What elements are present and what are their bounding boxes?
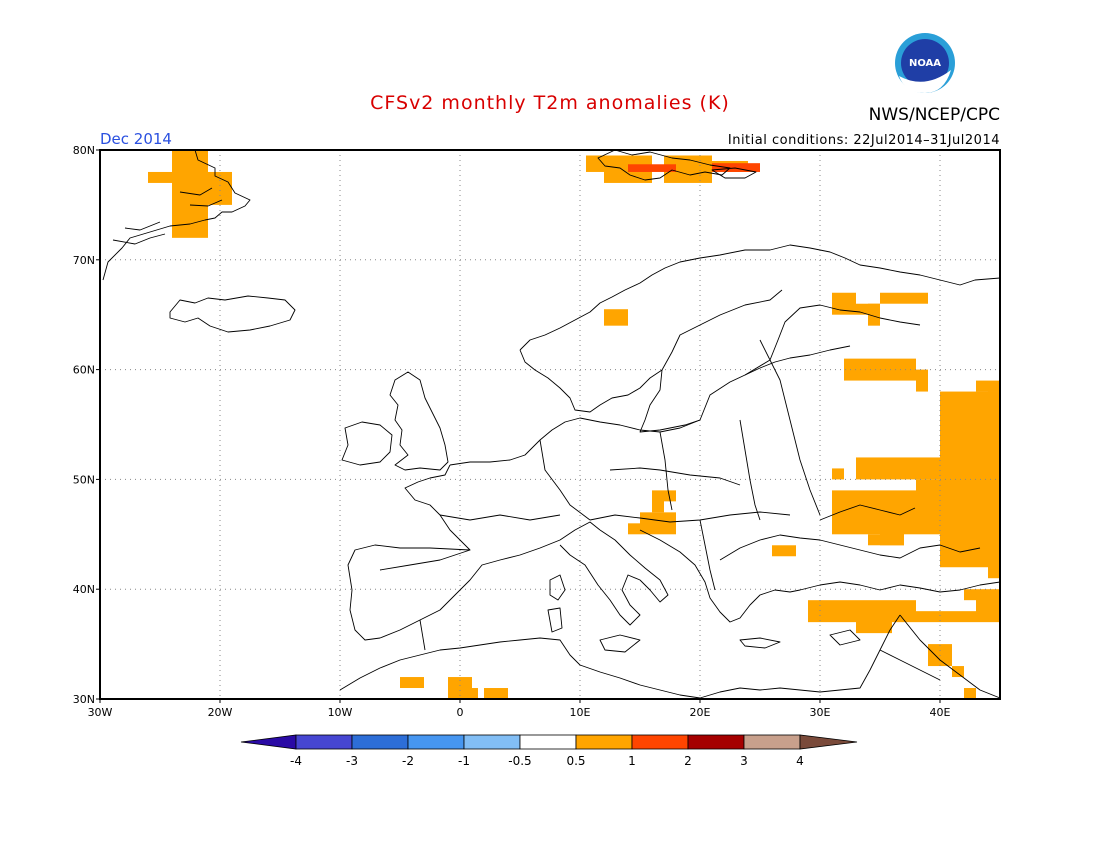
colorbar-tick-label: 2 bbox=[684, 754, 692, 768]
colorbar-tick-label: -3 bbox=[346, 754, 358, 768]
y-tick-label: 70N bbox=[73, 254, 95, 267]
anomaly-cell bbox=[460, 688, 478, 699]
anomaly-cells bbox=[148, 150, 1000, 699]
anomaly-cell bbox=[856, 600, 892, 634]
map-frame bbox=[99, 149, 1001, 700]
y-tick-label: 60N bbox=[73, 364, 95, 377]
colorbar: -4 -3 -2 -1 -0.5 0.5 1 2 3 4 bbox=[240, 734, 858, 768]
x-tick-label: 30E bbox=[810, 706, 831, 719]
colorbar-tick-label: 3 bbox=[740, 754, 748, 768]
colorbar-swatch bbox=[295, 734, 353, 750]
anomaly-cell bbox=[772, 545, 796, 557]
colorbar-swatch bbox=[743, 734, 801, 750]
anomaly-cell bbox=[652, 490, 664, 513]
colorbar-tick-label: -1 bbox=[458, 754, 470, 768]
colorbar-tick-label: 1 bbox=[628, 754, 636, 768]
y-axis-ticks: 30N 40N 50N 60N 70N 80N bbox=[73, 144, 100, 706]
colorbar-tick-label: -4 bbox=[290, 754, 302, 768]
x-tick-label: 40E bbox=[930, 706, 951, 719]
agency-label: NWS/NCEP/CPC bbox=[869, 105, 1000, 125]
gridlines bbox=[100, 150, 1000, 699]
colorbar-tick-label: -2 bbox=[402, 754, 414, 768]
anomaly-cell bbox=[868, 534, 904, 546]
y-tick-label: 50N bbox=[73, 473, 95, 486]
anomaly-cell bbox=[628, 523, 640, 535]
x-tick-label: 10W bbox=[328, 706, 353, 719]
anomaly-cell bbox=[148, 171, 172, 183]
colorbar-swatch bbox=[519, 734, 577, 750]
anomaly-cell bbox=[400, 677, 424, 689]
colorbar-swatch bbox=[687, 734, 745, 750]
logo-text: NOAA bbox=[909, 58, 941, 69]
initial-conditions-label: Initial conditions: 22Jul2014–31Jul2014 bbox=[728, 133, 1000, 148]
anomaly-cell bbox=[832, 468, 844, 480]
y-tick-label: 40N bbox=[73, 583, 95, 596]
anomaly-cell bbox=[952, 666, 964, 678]
x-axis-ticks: 30W 20W 10W 0 10E 20E 30E 40E bbox=[88, 699, 951, 719]
colorbar-arrow-right bbox=[799, 734, 858, 750]
anomaly-cell bbox=[892, 600, 916, 623]
anomaly-cell bbox=[964, 688, 976, 699]
x-tick-label: 0 bbox=[457, 706, 464, 719]
anomaly-cell bbox=[220, 182, 232, 194]
anomaly-cell bbox=[484, 688, 508, 699]
chart-title: CFSv2 monthly T2m anomalies (K) bbox=[370, 92, 730, 114]
anomaly-cell bbox=[712, 163, 760, 172]
colorbar-tick-label: 0.5 bbox=[566, 754, 585, 768]
colorbar-swatch bbox=[407, 734, 465, 750]
anomaly-cell bbox=[964, 589, 976, 601]
anomaly-cell bbox=[976, 380, 1000, 392]
anomaly-cell bbox=[628, 164, 676, 172]
colorbar-tick-label: 4 bbox=[796, 754, 804, 768]
valid-month-label: Dec 2014 bbox=[100, 130, 172, 148]
colorbar-swatch bbox=[631, 734, 689, 750]
anomaly-cell bbox=[640, 512, 676, 535]
anomaly-cell bbox=[988, 391, 1000, 579]
colorbar-swatch bbox=[575, 734, 633, 750]
x-tick-label: 10E bbox=[570, 706, 591, 719]
anomaly-cell bbox=[664, 490, 676, 502]
anomaly-cell bbox=[880, 292, 928, 304]
y-tick-label: 30N bbox=[73, 693, 95, 706]
coastlines bbox=[102, 149, 1001, 699]
anomaly-cell bbox=[808, 600, 856, 623]
anomaly-cell bbox=[586, 155, 604, 172]
anomaly-cell bbox=[976, 589, 1000, 623]
noaa-logo: NOAA bbox=[895, 33, 955, 93]
colorbar-arrow-left bbox=[240, 734, 297, 750]
anomaly-cell bbox=[916, 369, 928, 392]
colorbar-tick-label: -0.5 bbox=[508, 754, 531, 768]
y-tick-label: 80N bbox=[73, 144, 95, 157]
colorbar-swatch bbox=[351, 734, 409, 750]
colorbar-swatch bbox=[463, 734, 521, 750]
x-tick-label: 20W bbox=[208, 706, 233, 719]
anomaly-cell bbox=[856, 457, 940, 480]
anomaly-cell bbox=[916, 479, 940, 535]
anomaly-cell bbox=[916, 611, 976, 623]
x-tick-label: 20E bbox=[690, 706, 711, 719]
anomaly-cell bbox=[604, 309, 628, 326]
x-tick-label: 30W bbox=[88, 706, 113, 719]
anomaly-cell bbox=[868, 303, 880, 326]
